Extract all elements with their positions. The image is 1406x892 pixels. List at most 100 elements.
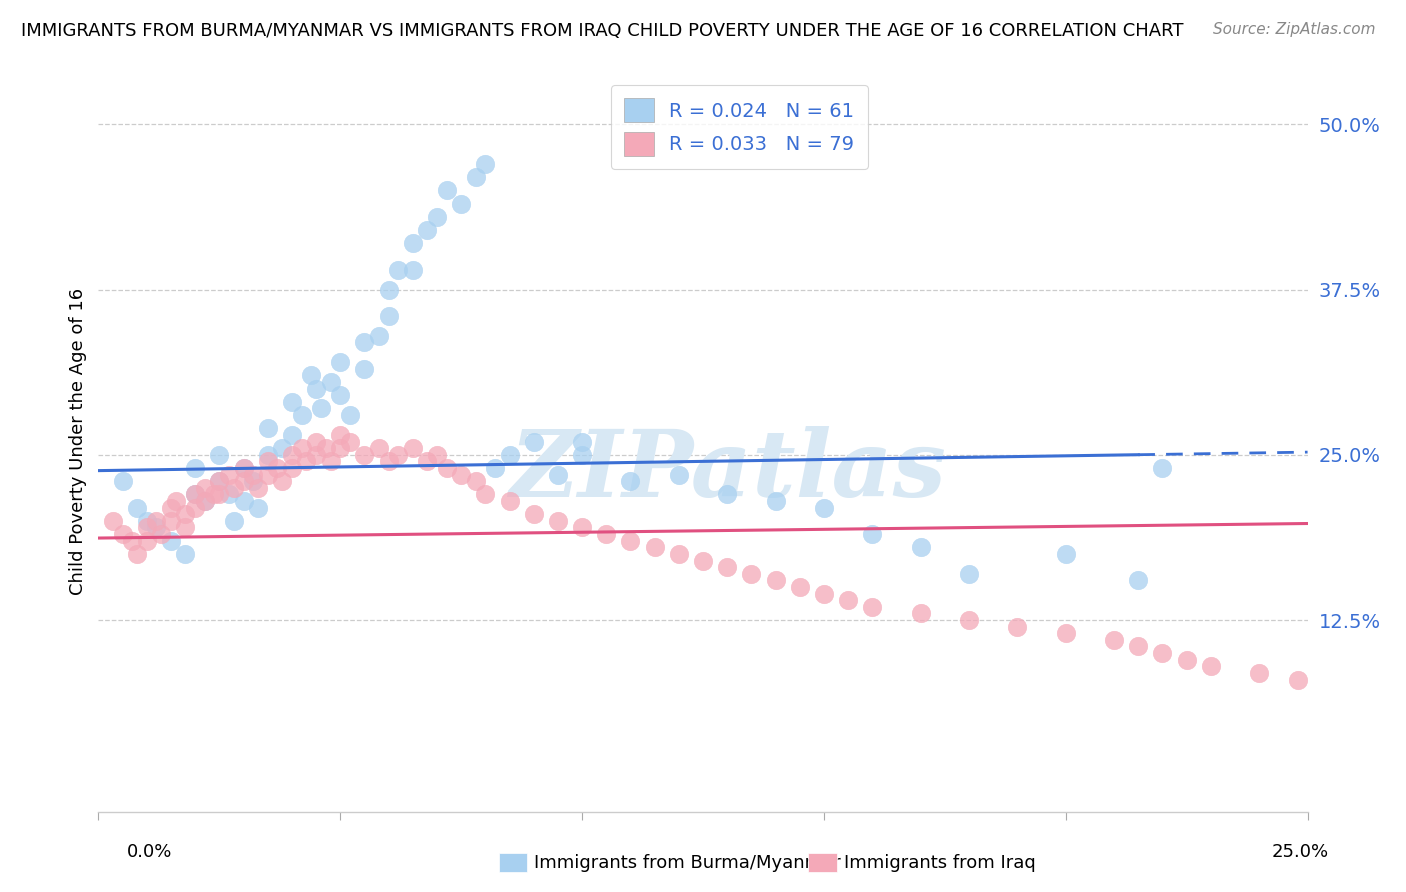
Point: [571, 520, 593, 534]
Point: [716, 487, 738, 501]
Point: [165, 494, 187, 508]
Point: [668, 547, 690, 561]
Point: [1128, 574, 1150, 588]
Point: [145, 520, 167, 534]
Point: [208, 474, 231, 488]
Point: [571, 434, 593, 449]
Point: [1128, 640, 1150, 654]
Point: [416, 223, 439, 237]
Text: Source: ZipAtlas.com: Source: ZipAtlas.com: [1212, 22, 1375, 37]
Point: [402, 236, 425, 251]
Text: ZIPatlas: ZIPatlas: [509, 426, 946, 516]
Point: [305, 434, 328, 449]
Point: [1152, 646, 1174, 660]
Point: [271, 474, 294, 488]
Point: [860, 599, 883, 614]
Point: [571, 448, 593, 462]
Point: [716, 560, 738, 574]
Point: [740, 566, 762, 581]
Point: [319, 454, 342, 468]
Point: [309, 401, 332, 416]
Point: [464, 474, 486, 488]
Point: [426, 448, 449, 462]
Point: [668, 467, 690, 482]
Point: [295, 454, 318, 468]
Point: [232, 474, 254, 488]
Point: [184, 461, 207, 475]
Point: [222, 514, 245, 528]
Point: [222, 481, 245, 495]
Point: [174, 520, 197, 534]
Point: [523, 508, 546, 522]
Point: [135, 533, 157, 548]
Point: [523, 434, 546, 449]
Point: [271, 441, 294, 455]
Point: [436, 183, 458, 197]
Point: [464, 170, 486, 185]
Point: [256, 454, 278, 468]
Point: [498, 494, 520, 508]
Point: [256, 448, 278, 462]
Point: [111, 474, 134, 488]
Point: [377, 283, 399, 297]
Point: [184, 487, 207, 501]
Point: [450, 196, 472, 211]
Point: [368, 441, 391, 455]
Point: [436, 461, 458, 475]
Point: [150, 527, 173, 541]
Text: 0.0%: 0.0%: [127, 843, 172, 861]
Point: [204, 487, 226, 501]
Point: [290, 408, 312, 422]
Point: [232, 494, 254, 508]
Point: [1102, 632, 1125, 647]
Point: [353, 361, 375, 376]
Point: [813, 500, 835, 515]
Point: [339, 408, 361, 422]
Point: [547, 467, 569, 482]
Point: [1249, 665, 1271, 680]
Point: [194, 494, 217, 508]
Point: [910, 607, 932, 621]
Point: [281, 428, 304, 442]
Point: [860, 527, 883, 541]
Point: [1152, 461, 1174, 475]
Point: [329, 388, 352, 402]
Point: [232, 461, 254, 475]
Point: [281, 448, 304, 462]
Point: [353, 335, 375, 350]
Point: [426, 210, 449, 224]
Point: [135, 520, 157, 534]
Point: [619, 533, 641, 548]
Point: [957, 613, 980, 627]
Point: [174, 547, 197, 561]
Point: [474, 157, 496, 171]
Point: [232, 461, 254, 475]
Point: [247, 481, 270, 495]
Point: [111, 527, 134, 541]
Point: [208, 487, 231, 501]
Point: [692, 553, 714, 567]
Text: Immigrants from Iraq: Immigrants from Iraq: [844, 855, 1035, 872]
Point: [174, 508, 197, 522]
Point: [619, 474, 641, 488]
Point: [387, 448, 409, 462]
Point: [957, 566, 980, 581]
Point: [329, 441, 352, 455]
Point: [121, 533, 143, 548]
Text: Immigrants from Burma/Myanmar: Immigrants from Burma/Myanmar: [534, 855, 841, 872]
Point: [547, 514, 569, 528]
Point: [1286, 673, 1309, 687]
Point: [315, 441, 337, 455]
Point: [299, 368, 322, 383]
Point: [910, 541, 932, 555]
Point: [160, 514, 183, 528]
Point: [218, 467, 240, 482]
Point: [266, 461, 288, 475]
Point: [1054, 626, 1077, 640]
Point: [402, 441, 425, 455]
Point: [484, 461, 506, 475]
Point: [127, 547, 149, 561]
Point: [208, 448, 231, 462]
Point: [184, 500, 207, 515]
Point: [290, 441, 312, 455]
